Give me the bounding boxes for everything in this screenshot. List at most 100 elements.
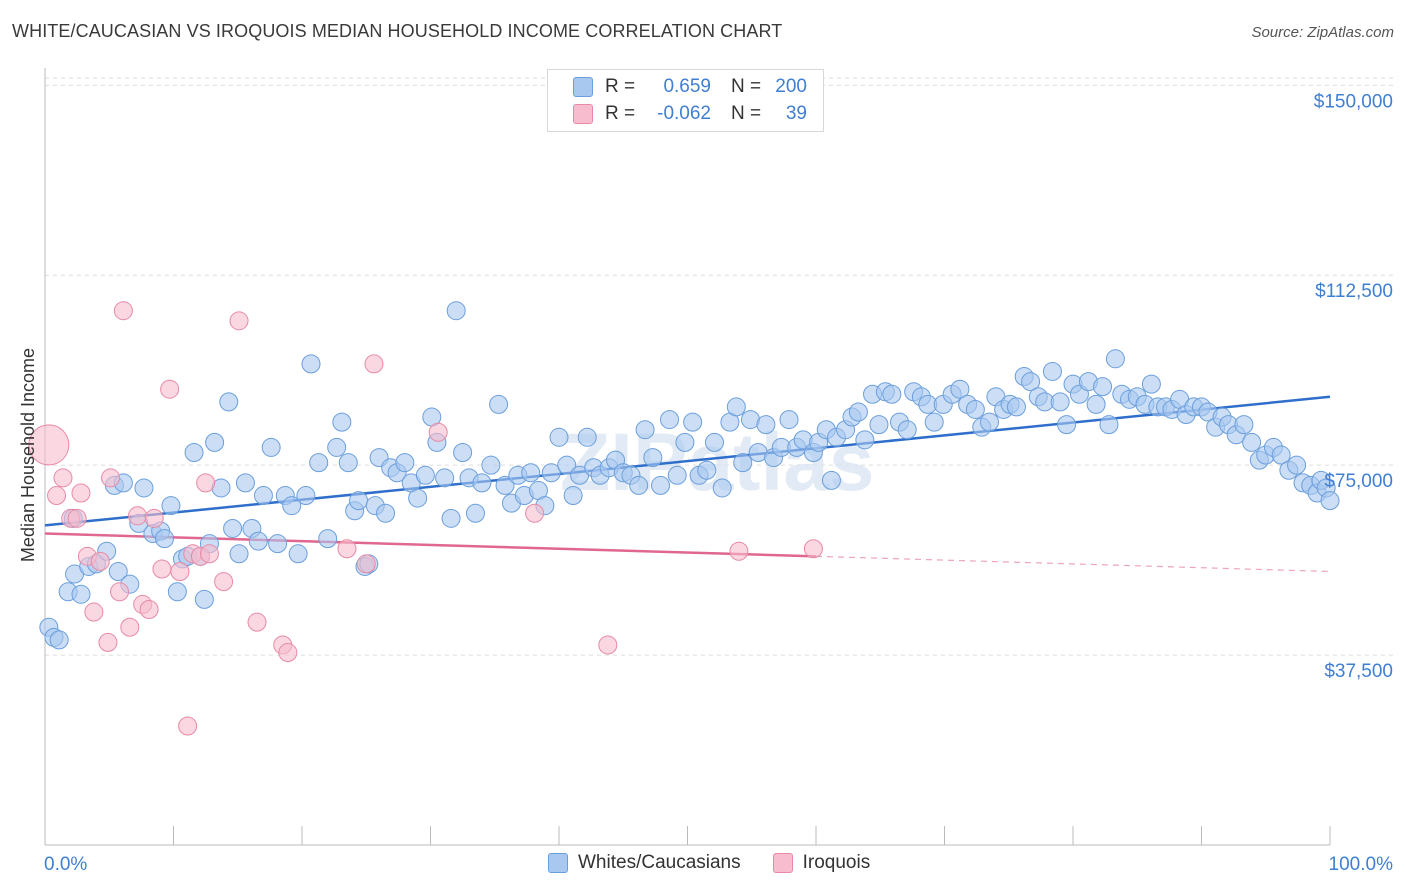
whites-point [683,412,703,432]
y-tick-label: $37,500 [1324,661,1393,682]
label-layer: $37,500 $75,000 $112,500 $150,000 0.0% 100.0%… [18,91,1393,875]
whites-point [495,475,515,495]
whites-point [446,301,466,321]
legend-row-iroquois: R = -0.062 N = 39 [573,102,807,126]
whites-point [1006,397,1026,417]
series-legend-whites[interactable]: Whites/Caucasians [548,852,741,874]
whites-point [549,427,569,447]
legend-swatch-whites [573,77,593,97]
iroquois-point [71,483,91,503]
chart-title: WHITE/CAUCASIAN VS IROQUOIS MEDIAN HOUSE… [12,21,783,41]
iroquois-point [229,311,249,331]
whites-point [1057,415,1077,435]
x-tick-label: 0.0% [44,854,87,875]
whites-point [194,589,214,609]
iroquois-point [101,468,121,488]
whites-point [897,420,917,440]
series-legend: Whites/Caucasians Iroquois [548,852,902,874]
whites-point [629,475,649,495]
whites-point [376,503,396,523]
whites-point [229,544,249,564]
whites-point [1287,455,1307,475]
whites-point [848,402,868,422]
legend-r-value: -0.062 [657,103,711,124]
whites-point [296,486,316,506]
whites-point [261,437,281,457]
iroquois-point [170,562,190,582]
iroquois-point [729,541,749,561]
whites-point [821,470,841,490]
whites-point [282,496,302,516]
whites-point [1086,394,1106,414]
whites-point [349,491,369,511]
iroquois-point [428,422,448,442]
whites-point [49,630,69,650]
iroquois-point [128,506,148,526]
whites-point [563,486,583,506]
whites-point [318,529,338,549]
whites-point [924,412,944,432]
y-tick-label: $112,500 [1315,281,1393,302]
whites-point [327,437,347,457]
whites-point [268,534,288,554]
iroquois-point [152,559,172,579]
iroquois-point [364,354,384,374]
iroquois-point [278,643,298,663]
whites-point [395,453,415,473]
whites-point [667,465,687,485]
source-label: Source: ZipAtlas.com [1251,24,1394,41]
iroquois-point [160,379,180,399]
iroquois-point [214,572,234,592]
whites-point [338,453,358,473]
series-label-whites: Whites/Caucasians [578,852,741,873]
iroquois-point [598,635,618,655]
whites-point [733,453,753,473]
whites-point [557,455,577,475]
whites-point [855,430,875,450]
iroquois-point [47,486,67,506]
whites-point [660,410,680,430]
y-tick-label: $150,000 [1314,91,1393,112]
iroquois-point [199,544,219,564]
whites-point [1141,374,1161,394]
whites-point [219,392,239,412]
whites-point [1234,415,1254,435]
x-tick-label: 100.0% [1329,854,1394,875]
iroquois-point [356,554,376,574]
iroquois-point [803,539,823,559]
whites-point [635,420,655,440]
iroquois-point [196,473,216,493]
iroquois-point [98,632,118,652]
iroquois-point [90,551,110,571]
whites-point [155,529,175,549]
whites-point [248,531,268,551]
whites-point [309,453,329,473]
legend-n-value: 200 [775,76,807,97]
whites-point [950,379,970,399]
whites-point [465,503,485,523]
iroquois-point [247,612,267,632]
whites-point [1021,372,1041,392]
whites-point [675,432,695,452]
stats-legend: R = 0.659 N = 200 R = -0.062 N = 39 [547,69,824,132]
whites-point [869,415,889,435]
iroquois-point [525,503,545,523]
whites-point [332,412,352,432]
series-legend-iroquois[interactable]: Iroquois [772,852,870,874]
whites-point [521,463,541,483]
whites-point [779,410,799,430]
whites-point [704,432,724,452]
whites-point [481,455,501,475]
whites-point [435,468,455,488]
iroquois-point [53,468,73,488]
whites-point [134,478,154,498]
y-tick-label: $75,000 [1324,471,1393,492]
whites-point [253,486,273,506]
whites-point [301,354,321,374]
legend-r-label: R = [605,76,636,97]
iroquois-point [178,716,198,736]
whites-point [472,473,492,493]
whites-point [1320,491,1340,511]
series-swatch-whites [548,853,568,873]
